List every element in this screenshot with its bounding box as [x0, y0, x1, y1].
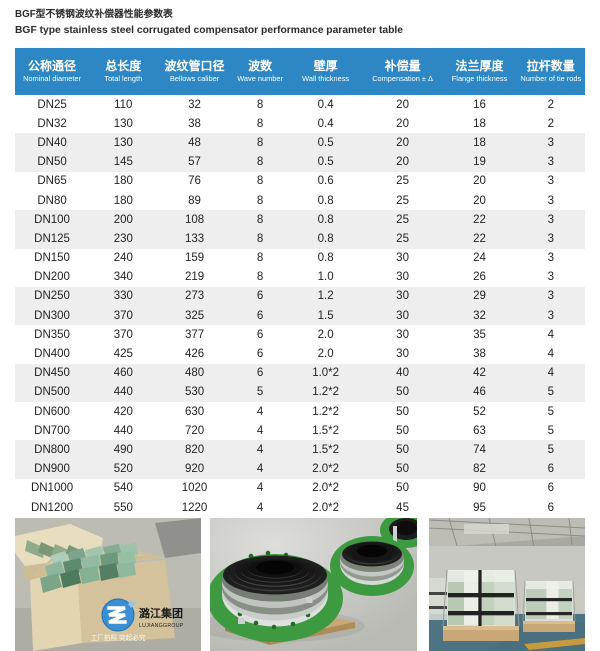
svg-text:潞江集团: 潞江集团 — [139, 606, 183, 620]
svg-text:LUJIANGGROUP: LUJIANGGROUP — [139, 623, 184, 629]
svg-text:工厂拍照 突起必究: 工厂拍照 突起必究 — [91, 633, 146, 642]
